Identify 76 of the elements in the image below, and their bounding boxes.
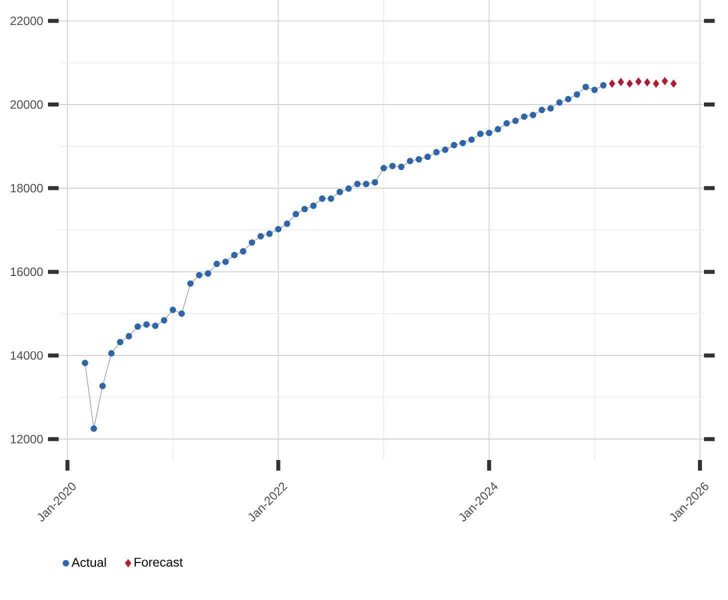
point (275, 226, 282, 232)
point (372, 179, 378, 186)
point (626, 80, 633, 88)
point (644, 78, 650, 86)
point (336, 188, 343, 196)
y-tick-label: 18000 (10, 184, 43, 192)
y-tick-label: 14000 (10, 351, 43, 360)
point (310, 202, 317, 209)
point (582, 84, 589, 90)
point (468, 136, 475, 143)
point (635, 78, 642, 86)
legend-label: Actual (71, 558, 106, 567)
point (231, 252, 238, 258)
point (258, 233, 264, 240)
point (187, 280, 194, 287)
point (362, 180, 370, 188)
point (433, 149, 440, 156)
point (424, 154, 431, 160)
point (670, 80, 677, 88)
point (204, 270, 212, 277)
point (609, 80, 616, 88)
point (503, 120, 510, 127)
point (82, 360, 88, 366)
y-tick-label: 16000 (10, 268, 43, 276)
point (240, 248, 246, 255)
point (354, 180, 361, 188)
point (521, 113, 528, 120)
point (143, 321, 150, 328)
y-tick-label: 12000 (10, 434, 43, 444)
point (99, 382, 106, 390)
point (328, 195, 334, 202)
y-tick-label: 22000 (10, 16, 43, 26)
point (477, 130, 484, 138)
point (564, 96, 572, 102)
point (486, 130, 492, 136)
point (398, 164, 404, 170)
point (214, 260, 220, 268)
point (126, 333, 132, 340)
point (442, 146, 448, 153)
point (662, 77, 668, 86)
point (284, 220, 290, 227)
point (196, 272, 202, 278)
point (134, 323, 141, 330)
point (538, 106, 546, 114)
point (591, 86, 598, 94)
point (266, 230, 273, 237)
point (574, 91, 580, 98)
point (292, 210, 300, 218)
point (345, 185, 352, 192)
point (178, 310, 185, 317)
point (618, 78, 624, 86)
point (108, 350, 115, 357)
legend-label: Forecast (134, 558, 183, 567)
point (512, 118, 519, 124)
point (160, 317, 168, 324)
point (152, 322, 159, 329)
point (389, 162, 396, 170)
point (547, 105, 554, 112)
point (301, 206, 308, 212)
point (450, 142, 458, 148)
point (90, 425, 98, 432)
point (494, 126, 502, 132)
point (600, 82, 607, 89)
y-tick-label: 20000 (10, 100, 43, 109)
point (556, 99, 563, 106)
point (222, 258, 229, 265)
point (248, 239, 256, 246)
point (652, 80, 660, 88)
point (530, 112, 536, 118)
point (380, 164, 387, 172)
point (319, 195, 326, 202)
point (416, 156, 422, 163)
point (170, 306, 176, 314)
point (116, 338, 124, 346)
point (406, 158, 414, 164)
point (460, 140, 466, 146)
